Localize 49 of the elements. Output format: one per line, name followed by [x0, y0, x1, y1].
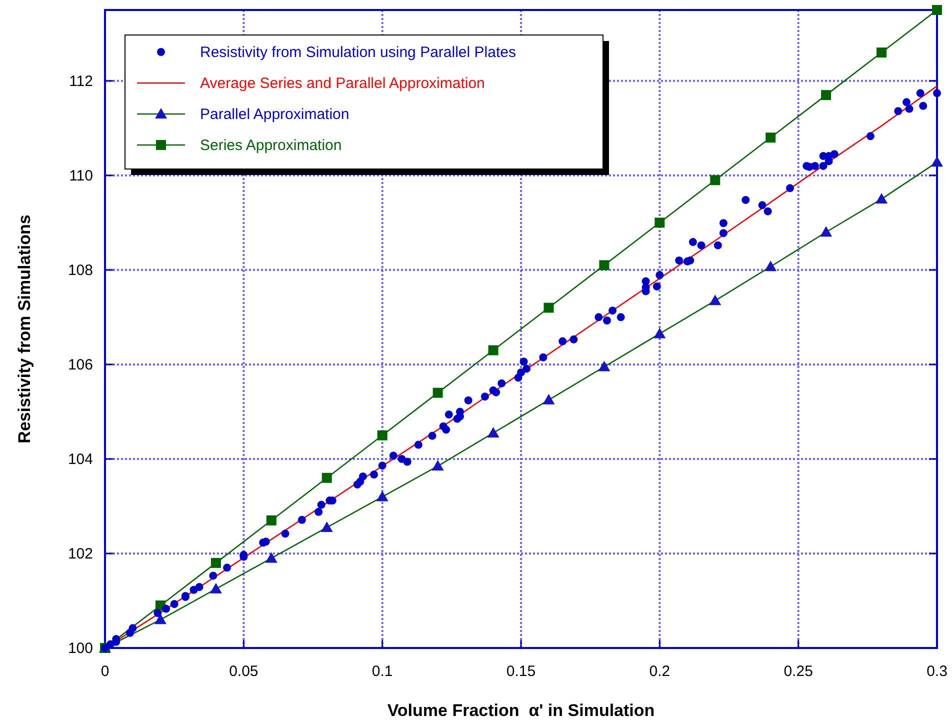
point — [821, 90, 832, 100]
x-tick-label: 0.3 — [926, 663, 948, 680]
point — [488, 345, 498, 356]
point — [599, 260, 610, 270]
point — [432, 460, 444, 471]
point — [377, 430, 388, 440]
point — [266, 515, 276, 526]
x-tick-label: 0.1 — [372, 663, 393, 680]
y-tick-label: 108 — [68, 262, 93, 279]
point — [598, 360, 610, 372]
point — [876, 193, 888, 204]
point — [709, 294, 722, 306]
point — [432, 388, 443, 398]
point — [654, 218, 665, 228]
point — [544, 302, 554, 313]
legend-label: Resistivity from Simulation using Parallel Plates — [200, 44, 516, 61]
x-tick-label: 0.25 — [784, 663, 813, 680]
point — [322, 472, 332, 483]
point — [654, 328, 666, 338]
point — [320, 521, 333, 532]
point — [487, 426, 500, 438]
y-tick-label: 112 — [69, 72, 93, 90]
legend-label: Series Approximation — [200, 137, 342, 154]
y-tick-label: 102 — [68, 545, 93, 562]
legend-label: Parallel Approximation — [200, 106, 350, 123]
y-tick-label: 110 — [69, 167, 93, 184]
point — [932, 5, 942, 15]
point — [154, 614, 166, 624]
x-tick-label: 0.2 — [649, 663, 670, 680]
point — [710, 175, 720, 186]
point — [376, 490, 388, 502]
point — [265, 552, 278, 563]
point — [931, 156, 943, 167]
x-tick-label: 0.15 — [506, 663, 536, 680]
y-tick-label: 104 — [68, 450, 93, 468]
point — [764, 260, 777, 272]
point — [766, 132, 776, 143]
y-axis-title: Resistivity from Simulations — [15, 214, 34, 444]
x-tick-label: 0 — [100, 663, 110, 680]
y-tick-label: 100 — [68, 640, 93, 657]
x-tick-label: 0.05 — [229, 663, 258, 680]
point — [542, 394, 555, 404]
point — [820, 226, 832, 237]
x-axis-title: Volume Fraction α' in Simulation — [387, 701, 655, 720]
legend-label: Average Series and Parallel Approximation — [200, 75, 485, 92]
point — [210, 582, 222, 594]
point — [210, 558, 221, 568]
point — [876, 48, 887, 58]
y-tick-label: 106 — [68, 356, 93, 374]
